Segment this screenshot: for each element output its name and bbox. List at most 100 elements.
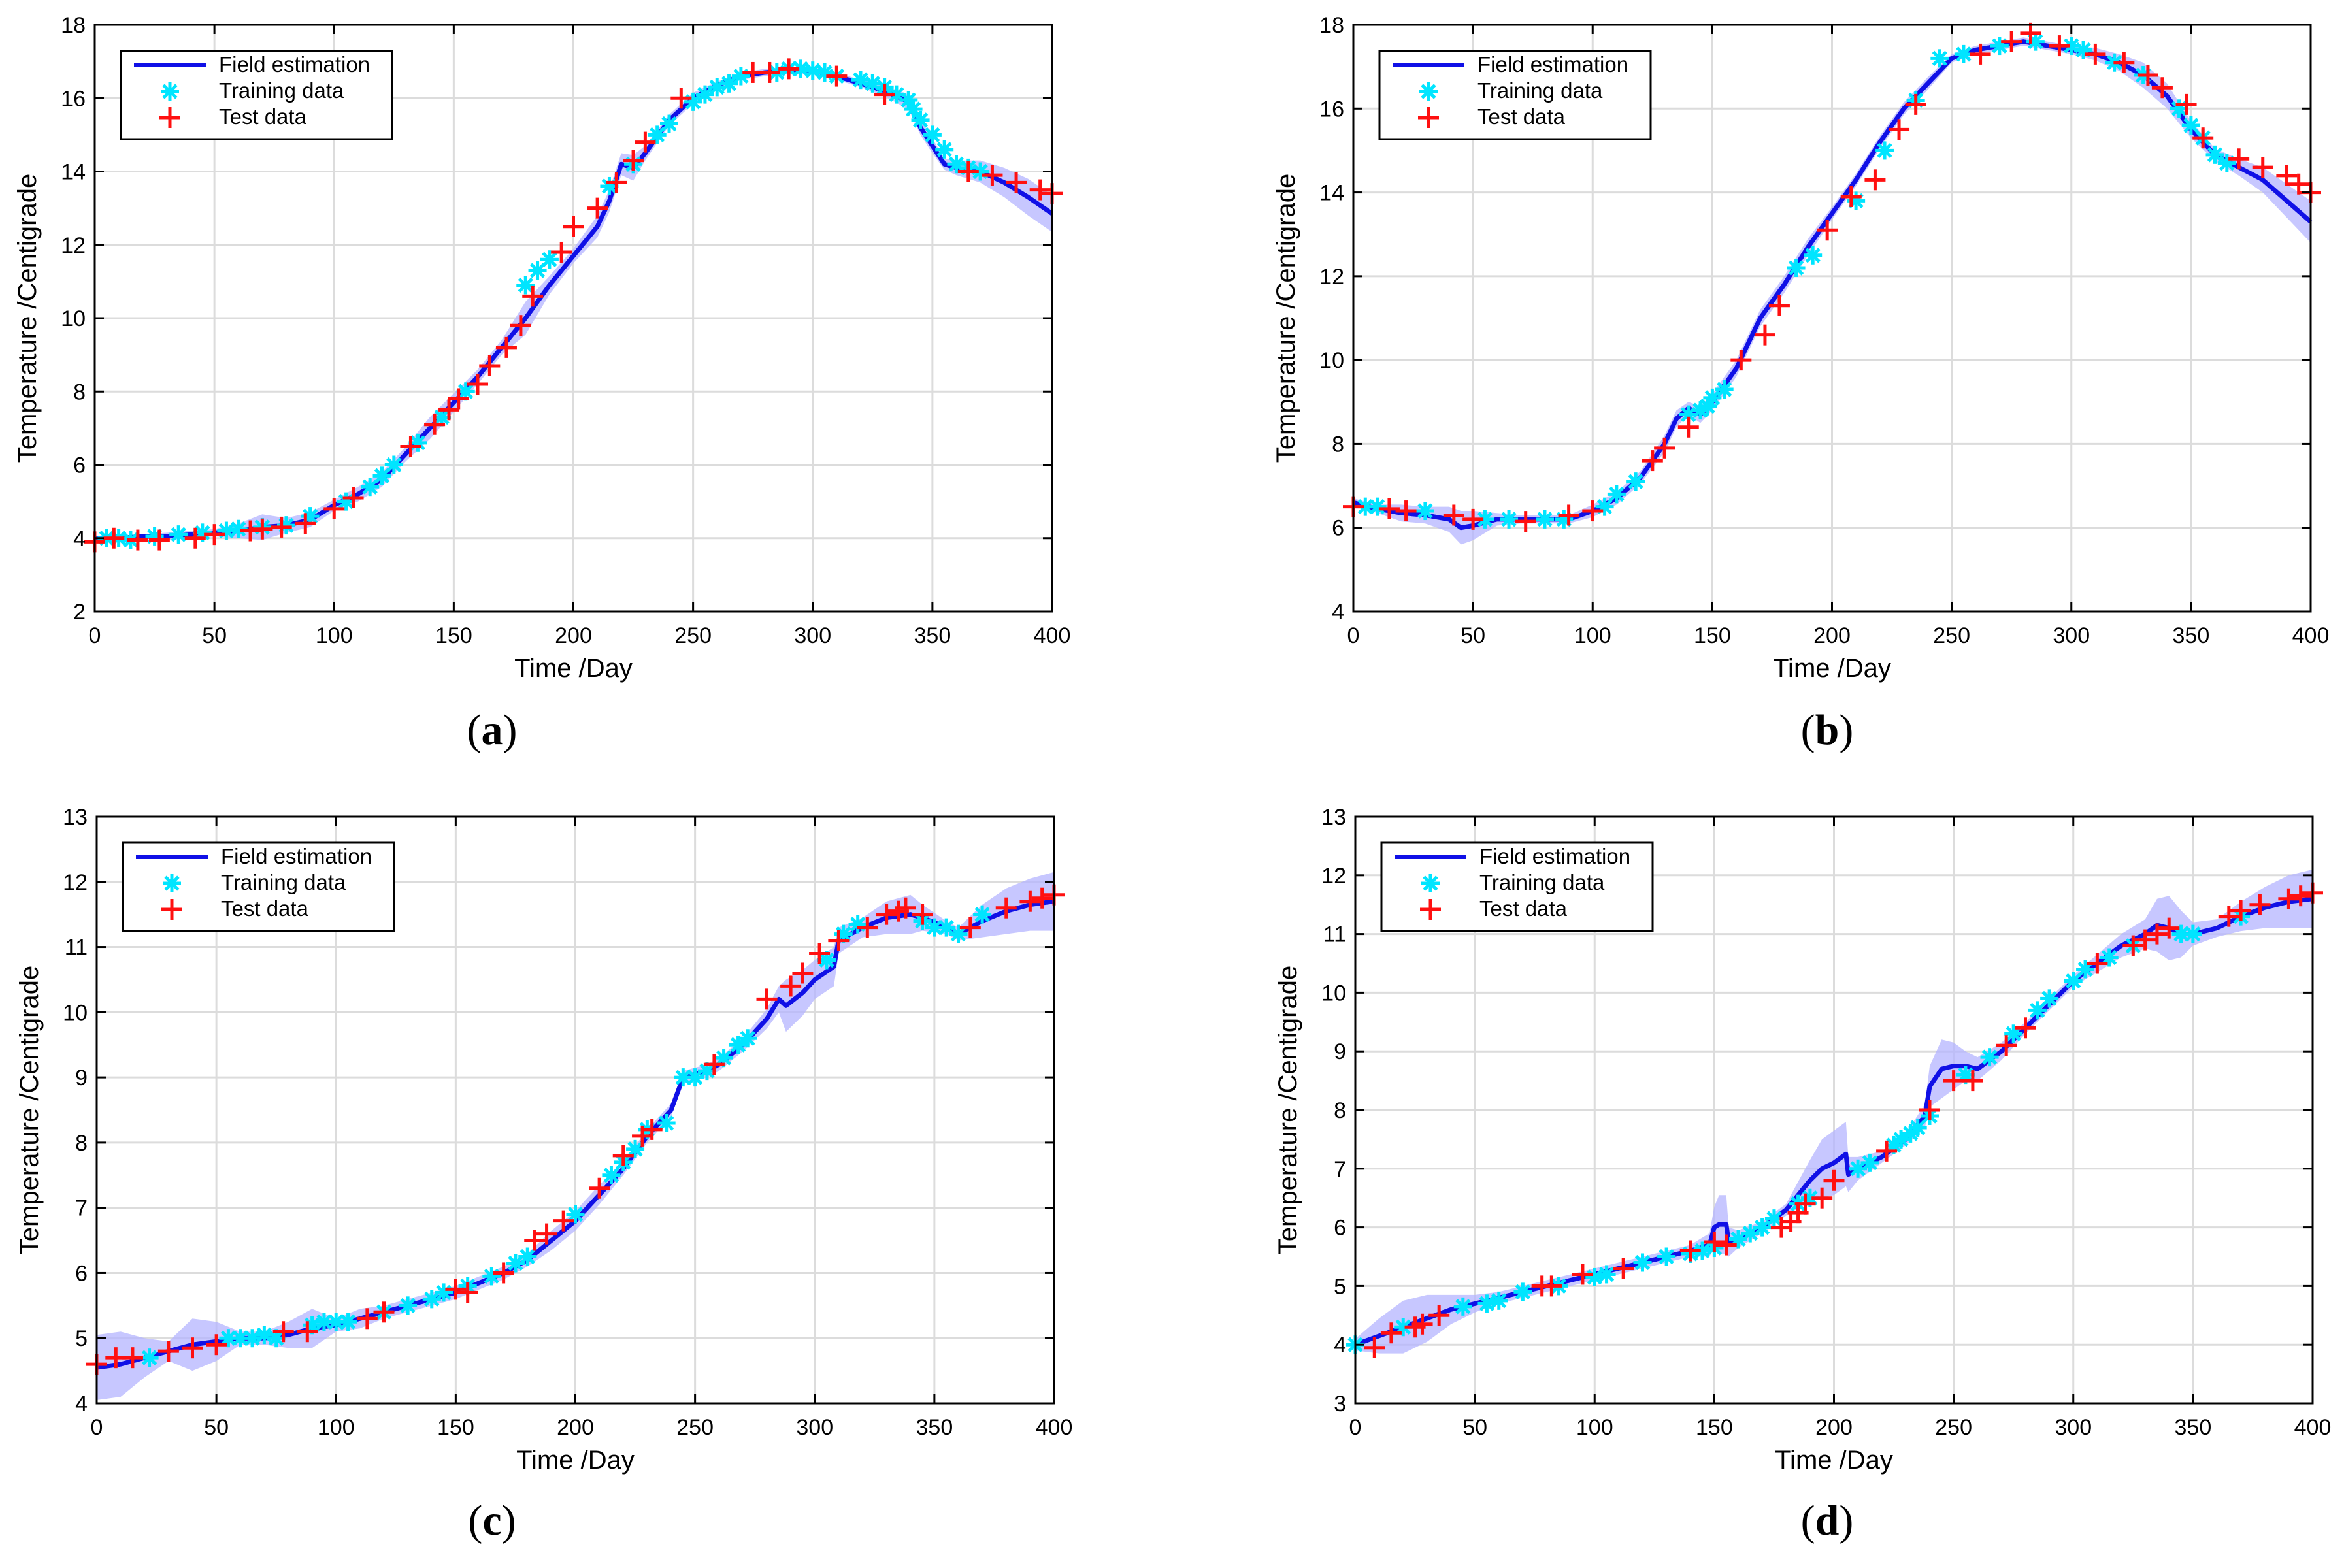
test-point — [778, 58, 800, 80]
y-tick-label: 16 — [1319, 97, 1344, 122]
test-point — [2087, 953, 2108, 974]
y-tick-label: 10 — [63, 1000, 88, 1025]
test-point — [400, 436, 421, 457]
y-tick-label: 4 — [1332, 600, 1344, 625]
training-point — [626, 1139, 645, 1158]
x-tick-label: 150 — [1696, 1415, 1733, 1440]
test-series-a — [84, 58, 1063, 553]
training-point — [1990, 37, 2009, 56]
test-point — [2001, 31, 2022, 52]
test-point — [756, 988, 778, 1010]
test-point — [895, 897, 916, 919]
test-point — [635, 131, 656, 153]
test-point — [2276, 165, 2298, 186]
training-point — [695, 85, 714, 104]
test-point — [1613, 1258, 1634, 1279]
test-point — [479, 355, 501, 376]
test-point — [252, 518, 273, 540]
x-tick-label: 350 — [2175, 1415, 2212, 1440]
test-point — [1794, 1193, 1816, 1215]
test-point — [2192, 127, 2214, 149]
legend-training-swatch — [1419, 82, 1438, 101]
test-point — [1715, 1234, 1737, 1256]
training-point — [731, 67, 750, 86]
test-point — [2228, 148, 2250, 170]
y-tick-label: 18 — [1319, 13, 1344, 38]
test-point — [1919, 1100, 1940, 1120]
training-point — [372, 466, 391, 485]
x-axis-label-d: Time /Day — [1775, 1446, 1893, 1475]
legend-label: Training data — [1479, 870, 1605, 894]
test-point — [857, 917, 878, 938]
test-point — [959, 917, 981, 938]
training-point — [1804, 246, 1823, 265]
test-point — [1876, 1140, 1898, 1162]
test-point — [206, 1334, 227, 1356]
training-point — [2181, 116, 2200, 135]
training-point — [660, 114, 678, 133]
caption-b: (b) — [1800, 706, 1854, 754]
legend-label: Training data — [219, 78, 344, 103]
test-point — [982, 165, 1003, 186]
ticks-c: 0 50 100 150 200 250 300 350 400 4 5 6 7 8 9 10 11 12 13 — [63, 805, 1072, 1440]
y-axis-label-a: Temperature /Centigrade — [13, 174, 42, 463]
y-tick-label: 8 — [1332, 432, 1344, 457]
test-point — [759, 61, 780, 83]
x-tick-label: 200 — [1815, 1415, 1853, 1440]
test-point — [536, 1223, 557, 1245]
training-point — [738, 1029, 757, 1048]
x-tick-label: 250 — [1935, 1415, 1972, 1440]
training-point — [1368, 497, 1387, 516]
x-tick-label: 100 — [1576, 1415, 1613, 1440]
y-tick-label: 18 — [61, 13, 86, 38]
test-point — [522, 286, 544, 307]
test-point — [589, 1177, 610, 1199]
y-tick-label: 11 — [1323, 923, 1346, 947]
test-point — [1996, 1035, 2017, 1056]
x-tick-label: 0 — [91, 1415, 103, 1440]
x-tick-label: 250 — [674, 623, 712, 648]
training-point — [399, 1296, 418, 1315]
x-tick-label: 100 — [318, 1415, 355, 1440]
x-tick-label: 400 — [1034, 623, 1071, 648]
test-point — [2049, 35, 2070, 57]
x-tick-label: 200 — [555, 623, 592, 648]
y-tick-label: 6 — [1334, 1216, 1346, 1241]
test-series-d — [1364, 882, 2323, 1358]
test-point — [2218, 906, 2239, 927]
legend-label: Test data — [221, 896, 309, 921]
legend-label: Field estimation — [1477, 52, 1628, 76]
test-point — [2151, 77, 2173, 99]
training-point — [1860, 1153, 1879, 1172]
test-point — [1677, 416, 1699, 438]
y-tick-label: 5 — [1334, 1274, 1346, 1299]
y-tick-label: 5 — [75, 1326, 88, 1351]
training-point — [1703, 388, 1722, 407]
legend-label: Field estimation — [221, 844, 372, 868]
test-point — [563, 216, 584, 237]
training-point — [973, 905, 992, 924]
test-point — [1817, 220, 1838, 241]
test-point — [148, 529, 170, 551]
chart-b: 0 50 100 150 200 250 300 350 400 4 6 8 10 12 14 16 18 Tim… — [1272, 13, 2329, 683]
test-point — [1811, 1187, 1833, 1209]
y-tick-label: 12 — [1321, 864, 1346, 889]
test-point — [424, 414, 446, 435]
training-point — [848, 915, 867, 934]
training-point — [714, 1049, 733, 1068]
test-point — [1768, 295, 1790, 316]
x-axis-label-a: Time /Day — [514, 654, 633, 683]
x-axis-label-c: Time /Day — [516, 1446, 635, 1475]
test-point — [1515, 511, 1536, 532]
test-point — [1642, 450, 1663, 472]
y-tick-label: 6 — [75, 1261, 88, 1286]
training-point — [1657, 1247, 1676, 1266]
test-point — [2230, 900, 2252, 921]
ticks-b: 0 50 100 150 200 250 300 350 400 4 6 8 10 12 14 16 18 — [1319, 13, 2329, 648]
test-point — [1943, 1070, 1964, 1092]
training-point — [1753, 1218, 1772, 1237]
legend-label: Test data — [1477, 105, 1566, 129]
